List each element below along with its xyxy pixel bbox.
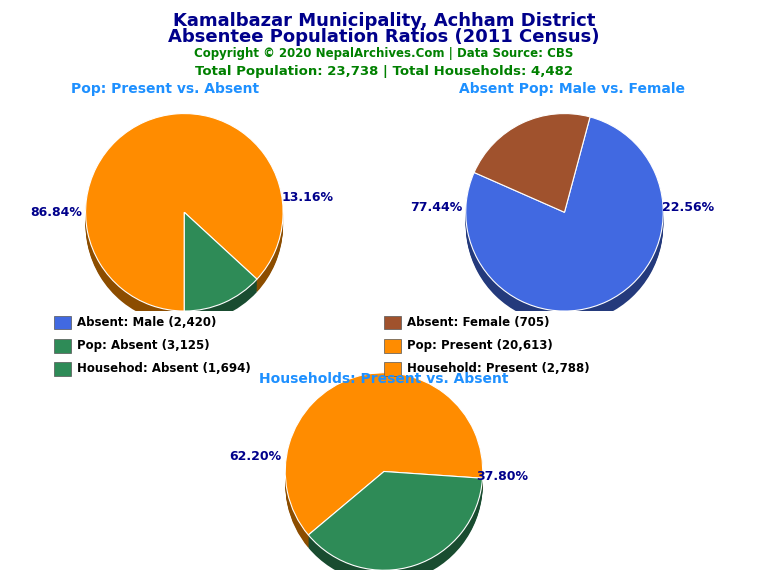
- Wedge shape: [184, 219, 257, 317]
- Wedge shape: [184, 217, 257, 315]
- Wedge shape: [465, 128, 664, 322]
- Text: 13.16%: 13.16%: [282, 191, 334, 204]
- Wedge shape: [474, 116, 590, 214]
- Wedge shape: [184, 218, 257, 316]
- Text: Househod: Absent (1,694): Househod: Absent (1,694): [77, 362, 250, 375]
- Wedge shape: [474, 113, 590, 213]
- Wedge shape: [285, 377, 483, 539]
- Wedge shape: [85, 119, 283, 316]
- Wedge shape: [309, 482, 482, 576]
- Text: Copyright © 2020 NepalArchives.Com | Data Source: CBS: Copyright © 2020 NepalArchives.Com | Dat…: [194, 47, 574, 60]
- Wedge shape: [285, 380, 483, 543]
- Text: 77.44%: 77.44%: [410, 201, 462, 214]
- Wedge shape: [309, 481, 482, 576]
- Text: Households: Present vs. Absent: Households: Present vs. Absent: [260, 372, 508, 385]
- Wedge shape: [474, 117, 590, 215]
- Wedge shape: [285, 385, 483, 548]
- Wedge shape: [184, 221, 257, 320]
- Wedge shape: [465, 117, 664, 311]
- Wedge shape: [285, 373, 483, 535]
- Text: 62.20%: 62.20%: [230, 450, 282, 463]
- Wedge shape: [474, 120, 590, 219]
- Wedge shape: [184, 222, 257, 321]
- Wedge shape: [474, 118, 590, 217]
- Wedge shape: [184, 223, 257, 322]
- Text: 37.80%: 37.80%: [476, 470, 528, 483]
- Wedge shape: [474, 126, 590, 224]
- Wedge shape: [285, 376, 483, 538]
- Wedge shape: [85, 117, 283, 314]
- Text: 86.84%: 86.84%: [30, 206, 82, 219]
- Text: 22.56%: 22.56%: [662, 201, 714, 214]
- Wedge shape: [285, 375, 483, 537]
- Wedge shape: [85, 118, 283, 315]
- Wedge shape: [309, 483, 482, 576]
- Wedge shape: [184, 213, 257, 312]
- Wedge shape: [465, 118, 664, 312]
- Wedge shape: [285, 374, 483, 536]
- Wedge shape: [85, 123, 283, 321]
- Wedge shape: [285, 379, 483, 541]
- Wedge shape: [309, 473, 482, 573]
- Wedge shape: [309, 477, 482, 575]
- Wedge shape: [285, 381, 483, 544]
- Wedge shape: [465, 121, 664, 315]
- Wedge shape: [309, 478, 482, 576]
- Wedge shape: [184, 224, 257, 323]
- Wedge shape: [184, 220, 257, 319]
- Wedge shape: [474, 122, 590, 221]
- Wedge shape: [465, 119, 664, 313]
- Wedge shape: [184, 225, 257, 324]
- Wedge shape: [474, 126, 590, 225]
- Wedge shape: [309, 475, 482, 574]
- Text: Absentee Population Ratios (2011 Census): Absentee Population Ratios (2011 Census): [168, 28, 600, 46]
- Wedge shape: [474, 124, 590, 223]
- Wedge shape: [465, 124, 664, 319]
- Wedge shape: [474, 121, 590, 220]
- Wedge shape: [474, 123, 590, 222]
- Wedge shape: [309, 472, 482, 571]
- Text: Pop: Present (20,613): Pop: Present (20,613): [407, 339, 553, 352]
- Wedge shape: [85, 126, 283, 323]
- Wedge shape: [85, 124, 283, 322]
- Wedge shape: [85, 122, 283, 320]
- Wedge shape: [184, 213, 257, 311]
- Wedge shape: [85, 116, 283, 313]
- Wedge shape: [309, 476, 482, 574]
- Wedge shape: [474, 119, 590, 218]
- Wedge shape: [285, 382, 483, 544]
- Wedge shape: [85, 113, 283, 311]
- Text: Absent: Male (2,420): Absent: Male (2,420): [77, 316, 216, 329]
- Wedge shape: [309, 484, 482, 576]
- Wedge shape: [465, 128, 664, 323]
- Wedge shape: [309, 472, 482, 570]
- Text: Household: Present (2,788): Household: Present (2,788): [407, 362, 590, 375]
- Wedge shape: [465, 120, 664, 314]
- Text: Absent Pop: Male vs. Female: Absent Pop: Male vs. Female: [459, 82, 685, 96]
- Wedge shape: [465, 123, 664, 317]
- Wedge shape: [465, 126, 664, 320]
- Wedge shape: [85, 121, 283, 319]
- Text: Pop: Present vs. Absent: Pop: Present vs. Absent: [71, 82, 259, 96]
- Wedge shape: [184, 215, 257, 314]
- Wedge shape: [285, 384, 483, 545]
- Wedge shape: [465, 122, 664, 316]
- Wedge shape: [85, 115, 283, 312]
- Text: Total Population: 23,738 | Total Households: 4,482: Total Population: 23,738 | Total Househo…: [195, 65, 573, 78]
- Text: Kamalbazar Municipality, Achham District: Kamalbazar Municipality, Achham District: [173, 12, 595, 29]
- Wedge shape: [465, 127, 664, 321]
- Text: Pop: Absent (3,125): Pop: Absent (3,125): [77, 339, 210, 352]
- Wedge shape: [309, 480, 482, 576]
- Wedge shape: [85, 126, 283, 324]
- Wedge shape: [465, 130, 664, 324]
- Text: Absent: Female (705): Absent: Female (705): [407, 316, 550, 329]
- Wedge shape: [184, 214, 257, 313]
- Wedge shape: [285, 378, 483, 540]
- Wedge shape: [85, 120, 283, 317]
- Wedge shape: [309, 479, 482, 576]
- Wedge shape: [474, 115, 590, 213]
- Wedge shape: [285, 385, 483, 547]
